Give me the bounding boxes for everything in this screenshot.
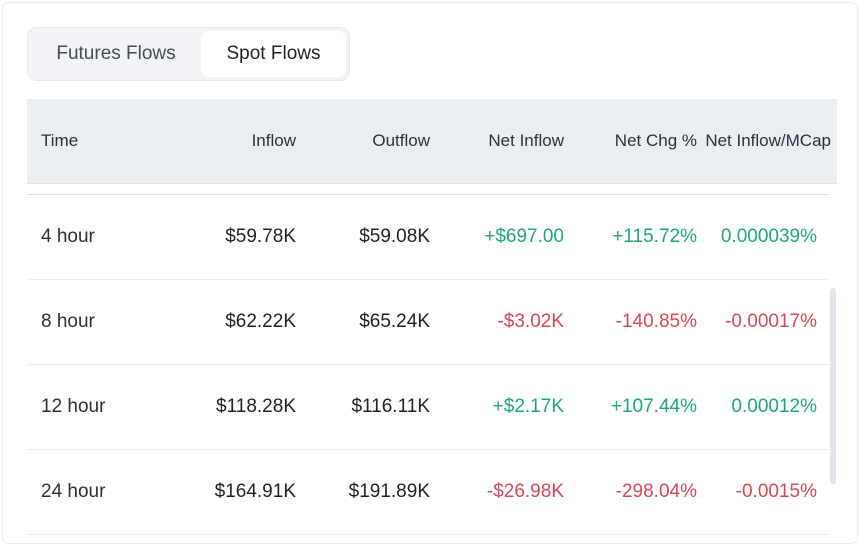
cell-outflow: $59.08K [359,226,430,247]
cell-net-inflow: -$26.98K [486,481,564,502]
table-row: 24 hour $164.91K $191.89K -$26.98K -298.… [27,450,829,535]
header-outflow[interactable]: Outflow [372,131,430,150]
cell-net-inflow: -$3.02K [497,311,564,332]
header-net-inflow[interactable]: Net Inflow [488,131,564,150]
table-row: 12 hour $118.28K $116.11K +$2.17K +107.4… [27,365,829,450]
cell-outflow: $116.11K [351,396,430,417]
cell-inflow: $118.28K [216,396,296,417]
cell-time: 24 hour [41,481,106,502]
table-row: 4 hour $59.78K $59.08K +$697.00 +115.72%… [27,195,829,280]
cell-time: 12 hour [41,396,106,417]
cell-time: 4 hour [41,226,95,247]
header-net-inflow-mcap[interactable]: Net Inflow/MCap [705,131,831,150]
cell-net-chg: +107.44% [610,396,697,417]
cell-outflow: $191.89K [348,481,430,502]
header-net-chg[interactable]: Net Chg % [614,131,697,150]
table-header: Time Inflow Outflow Net Inflow Net Chg %… [27,99,837,184]
cell-net-inflow-mcap: -0.0015% [735,481,817,502]
header-inflow[interactable]: Inflow [251,131,296,150]
vertical-scrollbar[interactable] [830,288,836,484]
cell-net-chg: -298.04% [615,481,697,502]
cell-net-inflow: +$2.17K [492,396,564,417]
cell-outflow: $65.24K [359,311,430,332]
cell-net-inflow-mcap: 0.000039% [720,226,817,247]
cell-inflow: $62.22K [225,311,296,332]
cell-net-chg: -140.85% [615,311,697,332]
tab-spot-flows[interactable]: Spot Flows [201,31,346,77]
cell-time: 8 hour [41,311,95,332]
row-divider [27,194,829,195]
table-row: 8 hour $62.22K $65.24K -$3.02K -140.85% … [27,280,829,365]
cell-net-chg: +115.72% [612,226,697,247]
tab-futures-flows[interactable]: Futures Flows [56,43,176,64]
header-time[interactable]: Time [41,131,79,150]
flow-type-tabs: Futures Flows Spot Flows [27,27,350,81]
cell-net-inflow-mcap: 0.00012% [731,396,817,417]
cell-inflow: $164.91K [214,481,296,502]
flows-table: Time Inflow Outflow Net Inflow Net Chg %… [27,99,837,535]
cell-net-inflow-mcap: -0.00017% [725,311,817,332]
cell-inflow: $59.78K [225,226,296,247]
cell-net-inflow: +$697.00 [484,226,564,247]
